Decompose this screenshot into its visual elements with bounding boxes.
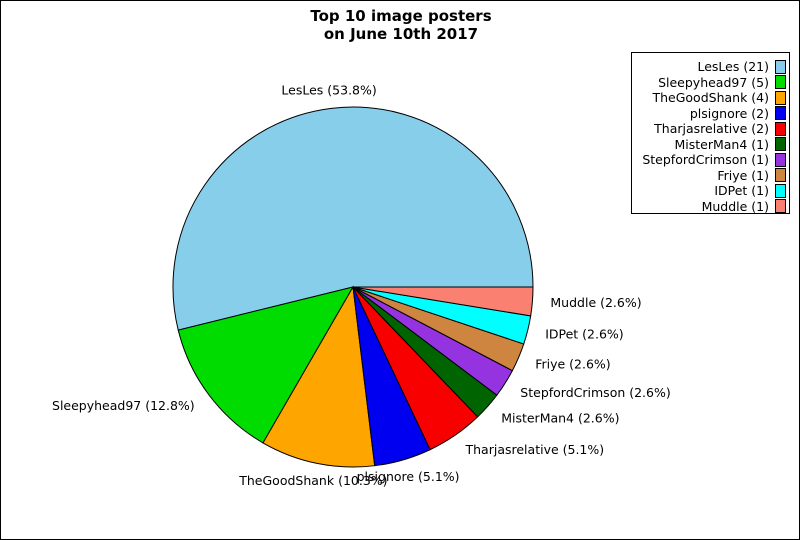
legend-item-TheGoodShank: TheGoodShank (4) bbox=[632, 90, 786, 106]
legend-item-MisterMan4: MisterMan4 (1) bbox=[632, 137, 786, 153]
legend-label: StepfordCrimson (1) bbox=[642, 152, 769, 168]
legend-item-StepfordCrimson: StepfordCrimson (1) bbox=[632, 152, 786, 168]
chart-title: Top 10 image posters on June 10th 2017 bbox=[1, 7, 799, 43]
legend-item-Friye: Friye (1) bbox=[632, 168, 786, 184]
legend: LesLes (21) Sleepyhead97 (5) TheGoodShank … bbox=[631, 52, 790, 214]
legend-swatch-Friye bbox=[775, 168, 786, 183]
legend-swatch-Muddle bbox=[775, 199, 786, 214]
chart-title-line2: on June 10th 2017 bbox=[323, 25, 479, 43]
legend-swatch-LesLes bbox=[775, 59, 786, 74]
pie-slice-Muddle bbox=[352, 286, 534, 317]
legend-swatch-TheGoodShank bbox=[775, 90, 786, 105]
chart-title-line1: Top 10 image posters bbox=[310, 7, 492, 25]
pie-slice-label-plsignore: plsignore (5.1%) bbox=[357, 469, 460, 484]
legend-item-IDPet: IDPet (1) bbox=[632, 183, 786, 199]
pie-slice-label-Sleepyhead97: Sleepyhead97 (12.8%) bbox=[52, 398, 195, 413]
pie-slice-TheGoodShank bbox=[262, 285, 376, 468]
legend-swatch-Sleepyhead97 bbox=[775, 75, 786, 90]
legend-label: MisterMan4 (1) bbox=[674, 136, 769, 152]
pie-slice-label-LesLes: LesLes (53.8%) bbox=[281, 82, 376, 97]
legend-swatch-MisterMan4 bbox=[775, 137, 786, 152]
legend-label: plsignore (2) bbox=[689, 105, 769, 121]
legend-swatch-IDPet bbox=[775, 183, 786, 198]
pie-slice-label-Tharjasrelative: Tharjasrelative (5.1%) bbox=[465, 442, 605, 457]
pie-slice-Sleepyhead97 bbox=[177, 286, 355, 444]
legend-swatch-StepfordCrimson bbox=[775, 152, 786, 167]
legend-label: TheGoodShank (4) bbox=[652, 90, 769, 106]
legend-label: Friye (1) bbox=[717, 167, 769, 183]
legend-label: Muddle (1) bbox=[701, 198, 769, 214]
legend-label: IDPet (1) bbox=[714, 183, 769, 199]
legend-label: LesLes (21) bbox=[697, 59, 769, 75]
legend-swatch-Tharjasrelative bbox=[775, 121, 786, 136]
legend-label: Sleepyhead97 (5) bbox=[658, 74, 769, 90]
legend-item-plsignore: plsignore (2) bbox=[632, 106, 786, 122]
pie-slice-label-Muddle: Muddle (2.6%) bbox=[550, 295, 641, 310]
legend-item-Sleepyhead97: Sleepyhead97 (5) bbox=[632, 75, 786, 91]
pie-slice-label-IDPet: IDPet (2.6%) bbox=[545, 326, 623, 341]
legend-label: Tharjasrelative (2) bbox=[654, 121, 769, 137]
legend-swatch-plsignore bbox=[775, 106, 786, 121]
pie-slice-label-MisterMan4: MisterMan4 (2.6%) bbox=[501, 410, 619, 425]
legend-item-LesLes: LesLes (21) bbox=[632, 59, 786, 75]
pie-slice-label-Friye: Friye (2.6%) bbox=[535, 357, 610, 372]
pie-slice-label-TheGoodShank: TheGoodShank (10.3%) bbox=[238, 473, 387, 488]
legend-item-Muddle: Muddle (1) bbox=[632, 199, 786, 215]
pie-slice-label-StepfordCrimson: StepfordCrimson (2.6%) bbox=[520, 385, 670, 400]
pie-slice-LesLes bbox=[172, 106, 534, 331]
legend-item-Tharjasrelative: Tharjasrelative (2) bbox=[632, 121, 786, 137]
